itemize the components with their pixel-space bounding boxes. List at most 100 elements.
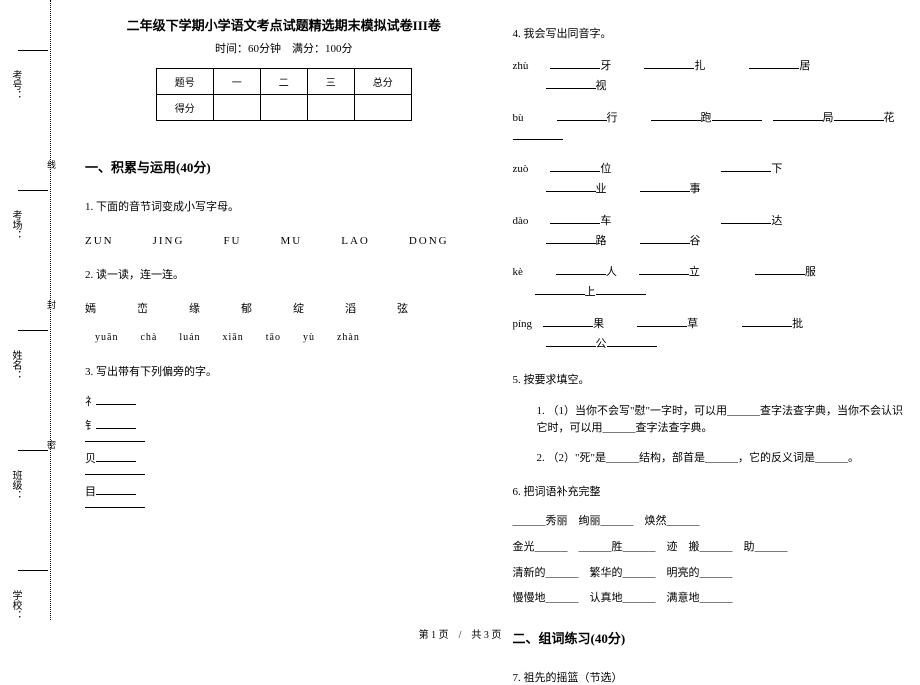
char: 视 — [596, 80, 607, 92]
radical-4: 目 — [85, 483, 483, 499]
item-6-l4: 慢慢地______ 认真地______ 满意地______ — [513, 590, 911, 608]
blank[interactable] — [834, 109, 884, 121]
line-school — [18, 570, 48, 571]
homo-bu: bù 行 跑 局花 — [513, 109, 911, 149]
char: 居 — [799, 60, 810, 72]
mark-seal: 封 — [45, 300, 58, 309]
pinyin-ping: píng — [513, 318, 533, 330]
char: 达 — [771, 215, 782, 227]
score-cell-3[interactable] — [307, 95, 354, 121]
label-class: 班级： — [8, 470, 23, 500]
blank[interactable] — [546, 335, 596, 347]
th-total: 总分 — [354, 69, 411, 95]
char: 批 — [792, 318, 803, 330]
blank[interactable] — [749, 57, 799, 69]
blank[interactable] — [546, 232, 596, 244]
char: 花 — [884, 112, 895, 124]
char: 服 — [805, 266, 816, 278]
char: 位 — [600, 163, 611, 175]
blank[interactable] — [543, 315, 593, 327]
th-1: 一 — [213, 69, 260, 95]
section-2-title: 二、组词练习(40分) — [513, 628, 911, 647]
label-name: 姓名： — [8, 350, 23, 380]
item-2-chars: 嫣 峦 缘 郁 绽 滔 弦 — [85, 300, 483, 316]
label-exam-id: 考号： — [8, 70, 23, 100]
char: 牙 — [600, 60, 611, 72]
item-6: 6. 把词语补充完整 — [513, 483, 911, 499]
binding-margin: 考号： 线 考场： 封 姓名： 密 班级： 学校： — [0, 0, 65, 620]
blank[interactable] — [721, 212, 771, 224]
blank[interactable] — [556, 263, 606, 275]
item-4: 4. 我会写出同音字。 — [513, 25, 911, 41]
blank[interactable] — [535, 283, 585, 295]
blank[interactable] — [546, 180, 596, 192]
blank[interactable] — [546, 77, 596, 89]
blank[interactable] — [96, 483, 136, 495]
section-1-title: 一、积累与运用(40分) — [85, 157, 483, 176]
score-cell-1[interactable] — [213, 95, 260, 121]
exam-subtitle: 时间：60分钟 满分：100分 — [85, 40, 483, 56]
pinyin-zuo: zuò — [513, 163, 529, 175]
blank[interactable] — [607, 335, 657, 347]
blank[interactable] — [742, 315, 792, 327]
radical-1-char: 礻 — [85, 396, 96, 408]
blank[interactable] — [640, 232, 690, 244]
right-column: 4. 我会写出同音字。 zhù 牙 扎 居 视 bù 行 跑 局花 zuò 位 … — [513, 15, 911, 615]
tr-score: 得分 — [156, 95, 213, 121]
blank[interactable] — [550, 57, 600, 69]
blank[interactable] — [651, 109, 701, 121]
score-cell-2[interactable] — [260, 95, 307, 121]
cut-line — [50, 0, 51, 620]
item-2: 2. 读一读，连一连。 — [85, 266, 483, 282]
blank[interactable] — [773, 109, 823, 121]
blank[interactable] — [550, 160, 600, 172]
th-3: 三 — [307, 69, 354, 95]
item-6-l2: 金光______ ______胜______ 迹 搬______ 助______ — [513, 539, 911, 557]
blank[interactable] — [721, 160, 771, 172]
item-3: 3. 写出带有下列偏旁的字。 — [85, 363, 483, 379]
char: 局 — [823, 112, 834, 124]
line-name — [18, 330, 48, 331]
item-1-text: ZUN JING FU MU LAO DONG — [85, 232, 483, 248]
radical-3-char: 贝 — [85, 453, 96, 465]
blank[interactable] — [596, 283, 646, 295]
radical-2-char: 钅 — [85, 420, 96, 432]
char: 行 — [607, 112, 618, 124]
blank[interactable] — [96, 450, 136, 462]
radical-3: 贝 — [85, 450, 483, 466]
blank[interactable] — [96, 393, 136, 405]
blank[interactable] — [712, 109, 762, 121]
homo-zuo: zuò 位 下 业 事 — [513, 160, 911, 200]
blank[interactable] — [557, 109, 607, 121]
exam-title: 二年级下学期小学语文考点试题精选期末模拟试卷III卷 — [85, 15, 483, 34]
line-exam-id — [18, 50, 48, 51]
homo-zhu: zhù 牙 扎 居 视 — [513, 57, 911, 97]
char: 路 — [596, 235, 607, 247]
blank[interactable] — [637, 315, 687, 327]
pinyin-zhu: zhù — [513, 60, 529, 72]
char: 谷 — [690, 235, 701, 247]
radical-1: 礻 — [85, 393, 483, 409]
item-5-2: 2. （2）"死"是______结构，部首是______，它的反义词是_____… — [537, 450, 911, 468]
homo-ping: píng 果 草 批 公 — [513, 315, 911, 355]
content-area: 二年级下学期小学语文考点试题精选期末模拟试卷III卷 时间：60分钟 满分：10… — [65, 0, 920, 620]
blank[interactable] — [644, 57, 694, 69]
th-2: 二 — [260, 69, 307, 95]
char: 立 — [689, 266, 700, 278]
score-cell-total[interactable] — [354, 95, 411, 121]
item-6-l1: ______秀丽 绚丽______ 焕然______ — [513, 513, 911, 531]
blank[interactable] — [755, 263, 805, 275]
blank[interactable] — [96, 417, 136, 429]
char: 上 — [585, 286, 596, 298]
left-column: 二年级下学期小学语文考点试题精选期末模拟试卷III卷 时间：60分钟 满分：10… — [85, 15, 483, 615]
blank[interactable] — [640, 180, 690, 192]
blank[interactable] — [639, 263, 689, 275]
blank[interactable] — [550, 212, 600, 224]
homo-dao: dào 车 达 路 谷 — [513, 212, 911, 252]
pinyin-bu: bù — [513, 112, 524, 124]
char: 事 — [690, 183, 701, 195]
blank[interactable] — [513, 128, 563, 140]
char: 扎 — [694, 60, 705, 72]
item-5-1: 1. （1）当你不会写"慰"一字时，可以用______查字法查字典，当你不会认识… — [537, 403, 911, 438]
mark-line: 线 — [45, 160, 58, 169]
